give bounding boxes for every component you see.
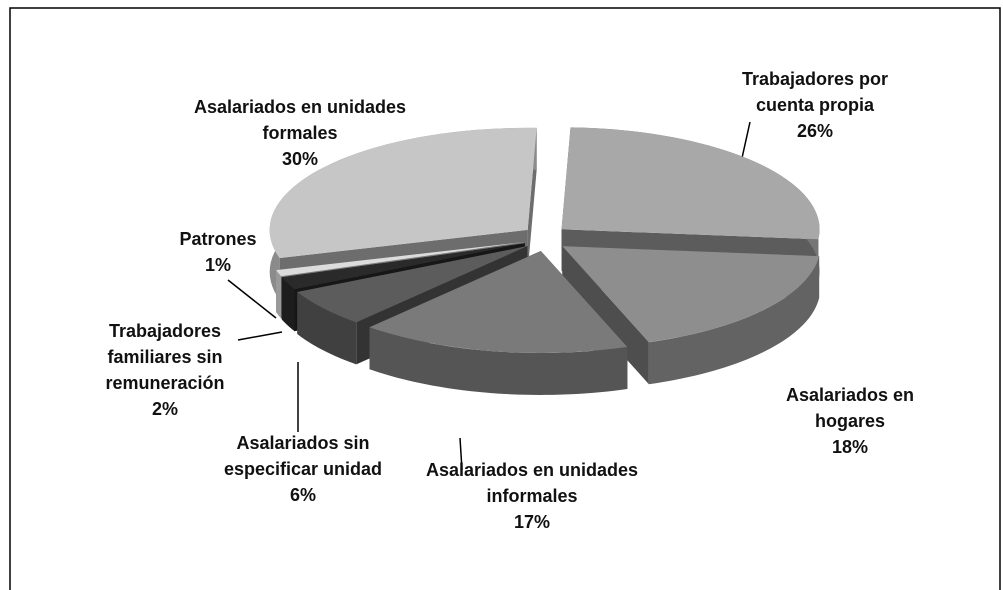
- frame: [9, 7, 1001, 590]
- category-label: Trabajadores familiares sin remuneración: [105, 321, 225, 393]
- value-label: 30%: [281, 149, 319, 169]
- slice: [297, 246, 528, 323]
- slice-side: [281, 277, 295, 332]
- slice-label: Asalariados en unidades formales 30%: [185, 94, 415, 172]
- leader-line: [227, 279, 277, 319]
- slice-label: Trabajadores familiares sin remuneración…: [90, 318, 240, 422]
- slice: [369, 250, 628, 353]
- slice: [276, 242, 525, 277]
- slice: [562, 246, 820, 343]
- value-label: 18%: [831, 437, 869, 457]
- leader-line: [459, 437, 463, 471]
- slice-side: [297, 292, 357, 365]
- slice-side: [369, 327, 628, 395]
- value-label: 17%: [513, 512, 551, 532]
- slice-side: [276, 270, 282, 319]
- category-label: Asalariados en unidades formales: [193, 97, 407, 143]
- slice: [269, 127, 537, 258]
- leader-line: [237, 331, 283, 341]
- slice-side: [648, 256, 820, 385]
- category-label: Patrones: [179, 229, 257, 249]
- slice-label: Asalariados en hogares 18%: [755, 382, 945, 460]
- category-label: Asalariados sin especificar unidad: [223, 433, 383, 479]
- pie: [269, 127, 820, 395]
- category-label: Asalariados en hogares: [785, 385, 915, 431]
- slice-label: Patrones 1%: [158, 226, 278, 278]
- value-label: 1%: [204, 255, 231, 275]
- slice: [561, 127, 820, 240]
- value-label: 2%: [151, 399, 178, 419]
- slice-label: Asalariados sin especificar unidad 6%: [198, 430, 408, 508]
- slice: [281, 243, 525, 290]
- category-label: Asalariados en unidades informales: [425, 460, 639, 506]
- slice-label: Asalariados en unidades informales 17%: [412, 457, 652, 535]
- slice-label: Trabajadores por cuenta propia 26%: [720, 66, 910, 144]
- value-label: 26%: [796, 121, 834, 141]
- leader-lines: [227, 121, 751, 471]
- category-label: Trabajadores por cuenta propia: [741, 69, 889, 115]
- value-label: 6%: [289, 485, 316, 505]
